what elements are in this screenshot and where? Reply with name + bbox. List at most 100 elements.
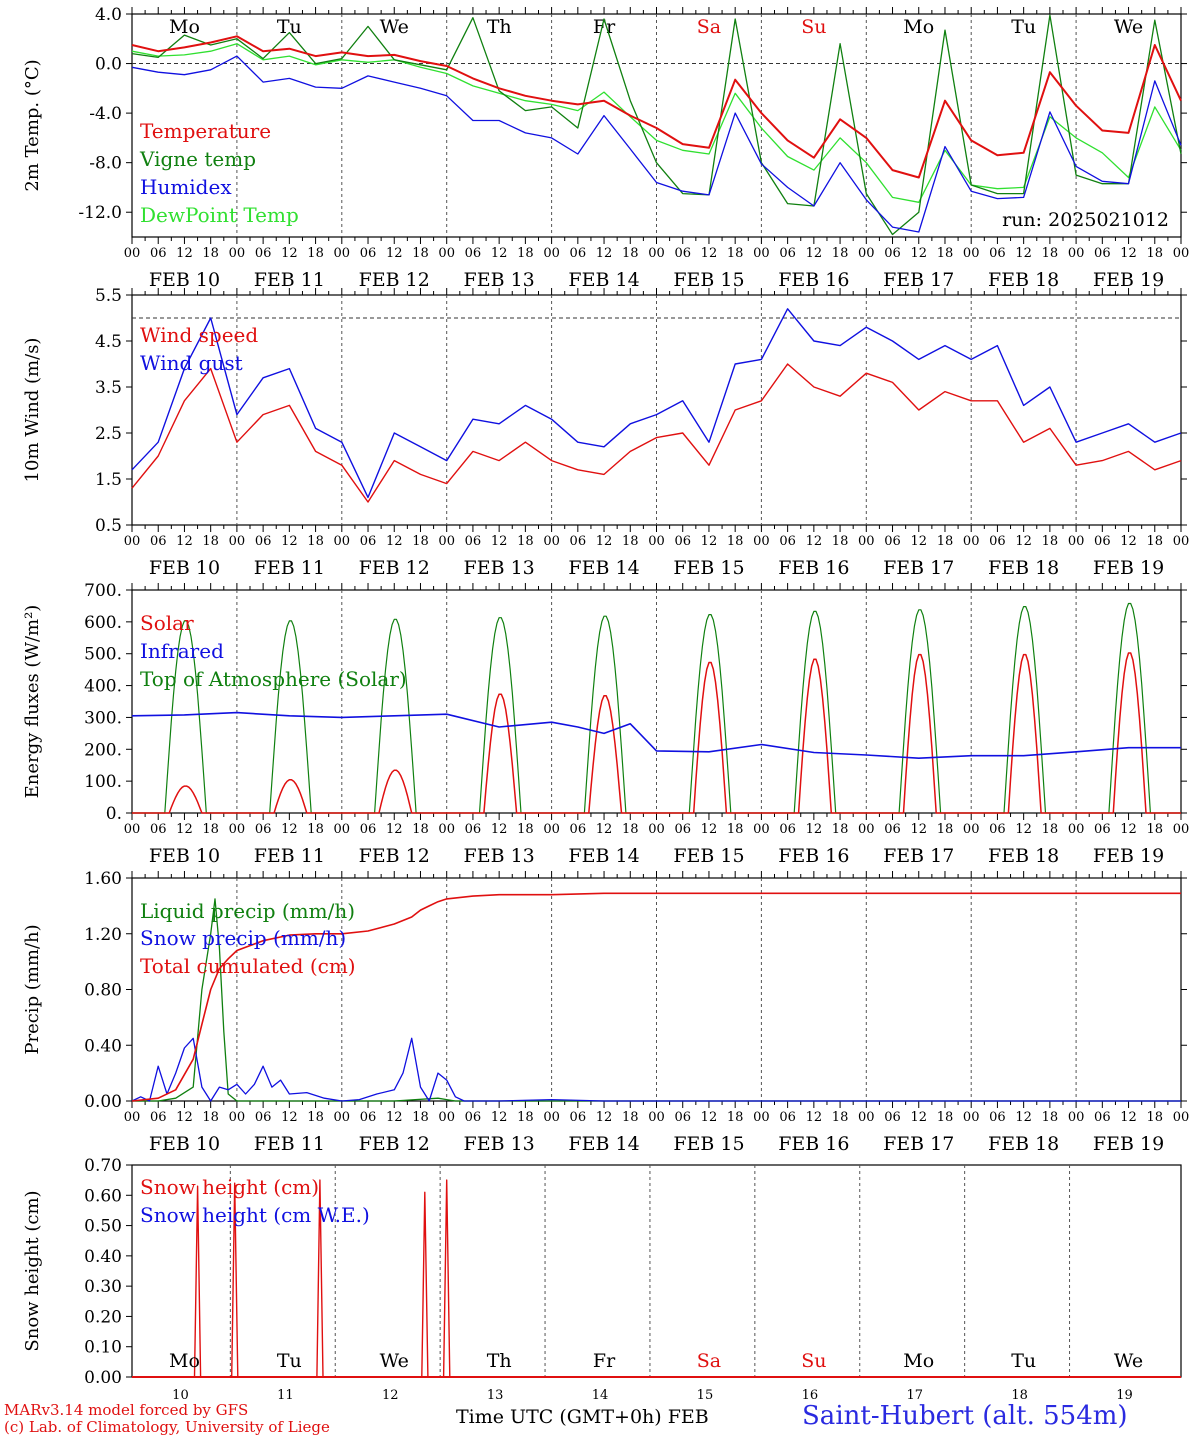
hour-tick-label: 18	[307, 1110, 324, 1125]
date-label: FEB 12	[359, 845, 430, 867]
hour-tick-label: 00	[858, 822, 875, 837]
y-tick-label: 0.50	[84, 1217, 122, 1237]
hour-tick-label: 18	[517, 246, 534, 261]
date-label: FEB 10	[149, 845, 220, 867]
hour-tick-label: 18	[517, 534, 534, 549]
date-label: FEB 12	[359, 269, 430, 291]
hour-tick-label: 18	[622, 246, 639, 261]
hour-tick-label: 12	[281, 1110, 298, 1125]
hour-tick-label: 18	[517, 822, 534, 837]
hour-tick-label: 06	[1094, 822, 1111, 837]
day-number-label: 10	[172, 1388, 189, 1403]
legend-entry: Temperature	[140, 119, 271, 143]
month-label: FEB	[667, 1406, 709, 1428]
date-label: FEB 15	[673, 269, 744, 291]
day-number-label: 14	[592, 1388, 609, 1403]
hour-tick-label: 12	[701, 246, 718, 261]
date-label: FEB 17	[883, 557, 954, 579]
hour-tick-label: 06	[674, 1110, 691, 1125]
hour-tick-label: 18	[937, 822, 954, 837]
date-label: FEB 10	[149, 1133, 220, 1155]
hour-tick-label: 00	[124, 534, 141, 549]
hour-tick-label: 12	[596, 1110, 613, 1125]
legend-entry: Snow precip (mm/h)	[140, 926, 346, 950]
weekday-label: Mo	[903, 1350, 934, 1372]
y-tick-label: 300.	[84, 708, 122, 728]
hour-tick-label: 00	[648, 822, 665, 837]
series-green-line	[132, 898, 1181, 1102]
weekday-label: We	[380, 16, 409, 38]
hour-tick-label: 00	[334, 1110, 351, 1125]
hour-tick-label: 06	[779, 534, 796, 549]
hour-tick-label: 12	[1015, 246, 1032, 261]
hour-tick-label: 12	[1015, 822, 1032, 837]
y-tick-label: 0.5	[95, 516, 122, 536]
date-label: FEB 11	[254, 557, 325, 579]
series-infrared-line	[131, 711, 1181, 760]
date-label: FEB 16	[778, 557, 849, 579]
hour-tick-label: 18	[517, 1110, 534, 1125]
legend-entry: Humidex	[140, 175, 232, 199]
hour-tick-label: 00	[753, 822, 770, 837]
weekday-label: Tu	[1011, 16, 1036, 38]
y-tick-label: 0.20	[84, 1307, 122, 1327]
weekday-label: We	[380, 1350, 409, 1372]
hour-tick-label: 00	[543, 822, 560, 837]
hour-tick-label: 06	[570, 534, 587, 549]
hour-tick-label: 00	[753, 534, 770, 549]
hour-tick-label: 12	[176, 1110, 193, 1125]
legend-entry: Solar	[140, 611, 194, 635]
hour-tick-label: 12	[176, 246, 193, 261]
hour-tick-label: 18	[412, 534, 429, 549]
hour-tick-label: 06	[884, 534, 901, 549]
series-solar-line	[132, 652, 1181, 814]
series-lightgreen-line	[131, 43, 1182, 203]
time-axis-title: Time UTC (GMT+0h) FEB	[456, 1406, 709, 1428]
date-label: FEB 11	[254, 1133, 325, 1155]
hour-tick-label: 12	[701, 1110, 718, 1125]
y-tick-label: 0.00	[84, 1368, 122, 1388]
day-number-label: 11	[277, 1388, 294, 1403]
weekday-label: Tu	[277, 16, 302, 38]
hour-tick-label: 00	[1068, 246, 1085, 261]
hour-tick-label: 00	[124, 246, 141, 261]
hour-tick-label: 06	[255, 1110, 272, 1125]
y-axis-label: Precip (mm/h)	[22, 924, 43, 1054]
date-label: FEB 15	[673, 557, 744, 579]
weekday-label: Fr	[593, 1350, 616, 1372]
hour-tick-label: 00	[858, 534, 875, 549]
hour-tick-label: 00	[438, 534, 455, 549]
date-label: FEB 19	[1093, 269, 1164, 291]
hour-tick-label: 18	[1042, 246, 1059, 261]
hour-tick-label: 12	[491, 246, 508, 261]
weekday-label: Fr	[593, 16, 616, 38]
hour-tick-label: 06	[465, 822, 482, 837]
legend-entry: Vigne temp	[139, 147, 256, 171]
hour-tick-label: 12	[596, 246, 613, 261]
hour-tick-label: 12	[1120, 1110, 1137, 1125]
y-tick-label: 400.	[84, 677, 122, 697]
hour-tick-label: 06	[674, 534, 691, 549]
weekday-label: Su	[801, 1350, 826, 1372]
hour-tick-label: 12	[386, 1110, 403, 1125]
date-label: FEB 16	[778, 1133, 849, 1155]
hour-tick-label: 06	[989, 246, 1006, 261]
day-number-label: 17	[906, 1388, 923, 1403]
hour-tick-label: 12	[806, 822, 823, 837]
hour-tick-label: 12	[596, 534, 613, 549]
hour-tick-label: 12	[176, 534, 193, 549]
weekday-label: Sa	[697, 16, 721, 38]
hour-tick-label: 12	[701, 822, 718, 837]
weekday-label: Sa	[697, 1350, 721, 1372]
weekday-label: Mo	[169, 1350, 200, 1372]
date-label: FEB 18	[988, 269, 1059, 291]
day-number-label: 15	[697, 1388, 714, 1403]
hour-tick-label: 12	[1015, 534, 1032, 549]
date-label: FEB 13	[464, 557, 535, 579]
hour-tick-label: 12	[491, 1110, 508, 1125]
hour-tick-label: 18	[307, 246, 324, 261]
y-tick-label: 0.60	[84, 1186, 122, 1206]
legend-entry: Snow height (cm)	[140, 1175, 319, 1199]
hour-tick-label: 06	[1094, 246, 1111, 261]
